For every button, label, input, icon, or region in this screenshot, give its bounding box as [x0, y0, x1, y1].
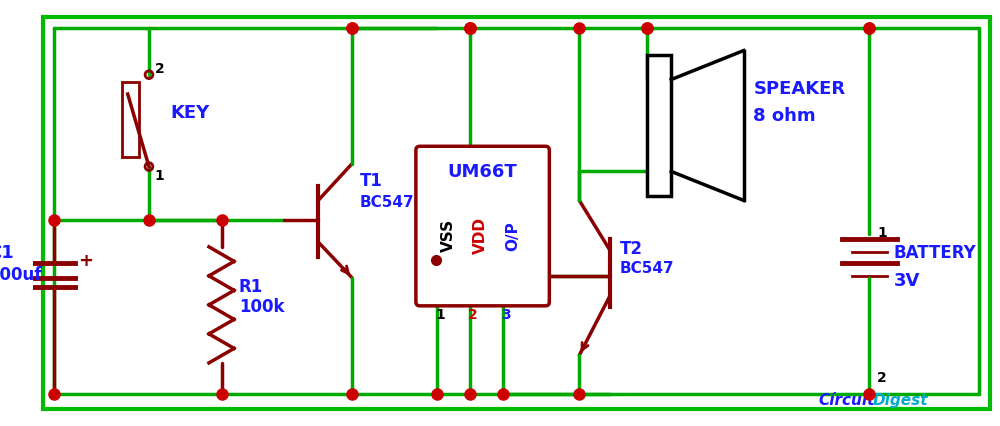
Text: VSS: VSS [441, 219, 456, 252]
Text: T1: T1 [360, 172, 383, 190]
Text: 2: 2 [468, 308, 478, 322]
FancyBboxPatch shape [416, 146, 549, 306]
Text: C1: C1 [0, 245, 14, 262]
Bar [122, 83, 139, 157]
Bar [647, 55, 671, 196]
Text: BC547: BC547 [620, 261, 675, 276]
Text: 8 ohm: 8 ohm [753, 107, 816, 125]
Text: 100uf: 100uf [0, 266, 42, 284]
Text: SPEAKER: SPEAKER [753, 80, 846, 98]
Text: 1: 1 [155, 169, 165, 183]
Text: 2: 2 [155, 62, 165, 76]
Text: BC547: BC547 [360, 195, 414, 210]
Text: 3: 3 [501, 308, 511, 322]
Text: 1: 1 [435, 308, 445, 322]
Text: 2: 2 [877, 371, 887, 385]
Text: T2: T2 [620, 239, 643, 258]
Text: 100k: 100k [239, 298, 284, 316]
Text: O/P: O/P [505, 221, 520, 250]
Text: 1: 1 [877, 226, 887, 240]
Text: KEY: KEY [170, 104, 209, 122]
Text: 3V: 3V [894, 271, 920, 290]
Text: BATTERY: BATTERY [894, 245, 976, 262]
Text: R1: R1 [239, 278, 263, 296]
Text: Círcuit: Círcuit [818, 394, 875, 409]
Text: VDD: VDD [473, 217, 488, 254]
Text: UM66T: UM66T [448, 163, 517, 181]
Text: +: + [78, 252, 93, 270]
Text: Digest: Digest [872, 394, 928, 409]
